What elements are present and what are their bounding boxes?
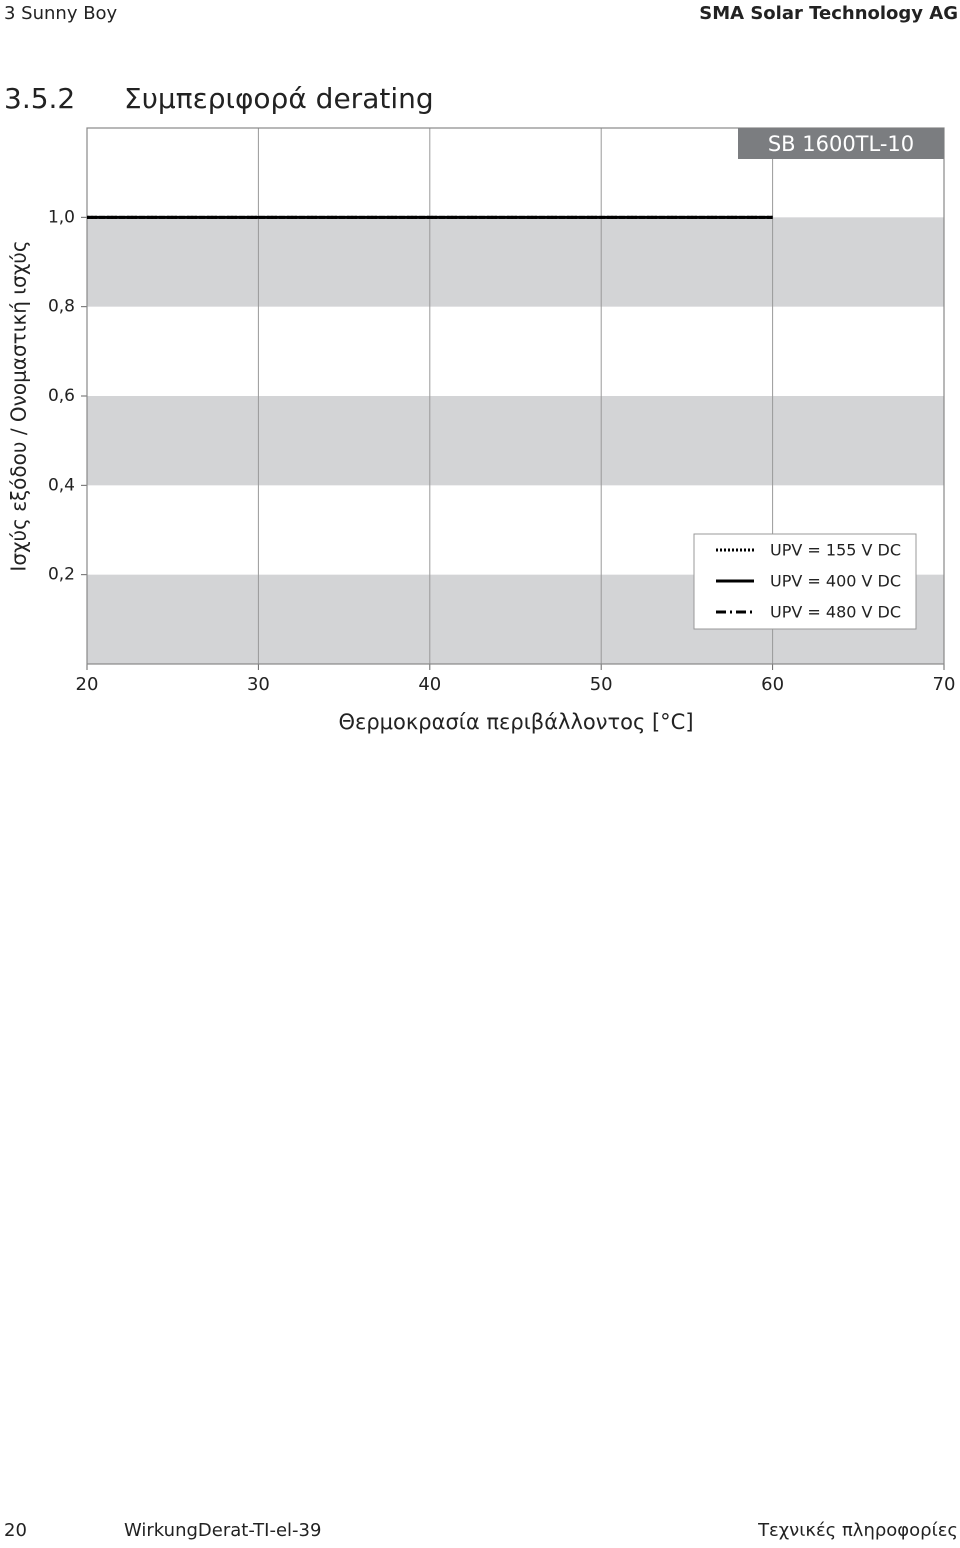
badge-bg (738, 128, 944, 159)
y-tick-label: 1,0 (48, 207, 75, 227)
footer-code: WirkungDerat-TI-el-39 (124, 1520, 321, 1541)
header-right: SMA Solar Technology AG (699, 3, 958, 24)
x-tick-label: 20 (76, 674, 99, 695)
badge: SB 1600TL-10 (768, 132, 914, 156)
y-tick-label: 0,6 (48, 386, 75, 406)
x-tick-label: 40 (418, 674, 441, 695)
y-tick-label: 0,4 (48, 475, 75, 495)
x-axis-label: Θερμοκρασία περιβάλλοντος [°C] (338, 710, 693, 734)
x-tick-label: 50 (590, 674, 613, 695)
legend-label: UPV = 155 V DC (770, 541, 901, 560)
x-tick-label: 60 (761, 674, 784, 695)
legend-label: UPV = 400 V DC (770, 572, 901, 591)
y-axis-label: Ισχύς εξόδου / Ονομαστική ισχύς (7, 240, 31, 571)
y-tick-label: 0,8 (48, 297, 75, 317)
y-tick-label: 0,2 (48, 565, 75, 585)
plot-frame (86, 127, 945, 665)
footer-page: 20 (4, 1520, 27, 1541)
section-title: Συμπεριφορά derating (124, 82, 434, 115)
x-tick-label: 30 (247, 674, 270, 695)
header-left: 3 Sunny Boy (4, 3, 118, 24)
grid-band (87, 217, 944, 307)
legend-label: UPV = 480 V DC (770, 603, 901, 622)
grid-band (87, 396, 944, 486)
footer-right: Τεχνικές πληροφορίες (757, 1520, 958, 1541)
section-number: 3.5.2 (4, 82, 75, 115)
chart: 20 30 40 50 60 70 0,2 0,4 0,6 0,8 1,0 SB 1600TL-10 Θ… (7, 127, 956, 734)
x-tick-label: 70 (933, 674, 956, 695)
